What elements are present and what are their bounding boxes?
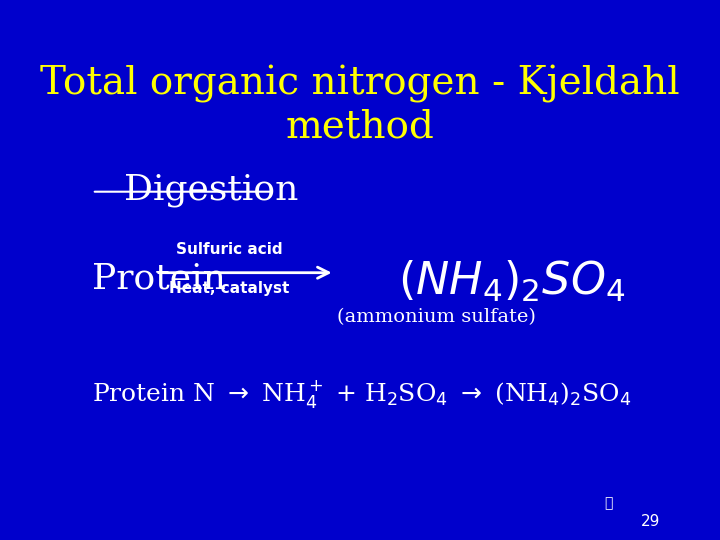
- Text: (ammonium sulfate): (ammonium sulfate): [337, 308, 536, 326]
- Text: Heat, catalyst: Heat, catalyst: [169, 281, 289, 296]
- Text: $(NH_4)_2SO_4$: $(NH_4)_2SO_4$: [398, 259, 626, 305]
- Text: Digestion: Digestion: [124, 173, 298, 207]
- Text: Protein: Protein: [92, 262, 226, 296]
- Text: Sulfuric acid: Sulfuric acid: [176, 241, 282, 256]
- Text: Protein N $\rightarrow$ NH$_4^+$ + H$_2$SO$_4$ $\rightarrow$ (NH$_4$)$_2$SO$_4$: Protein N $\rightarrow$ NH$_4^+$ + H$_2$…: [92, 378, 631, 410]
- Text: 29: 29: [641, 514, 660, 529]
- Text: 🔊: 🔊: [605, 496, 613, 510]
- Text: Total organic nitrogen - Kjeldahl
method: Total organic nitrogen - Kjeldahl method: [40, 65, 680, 146]
